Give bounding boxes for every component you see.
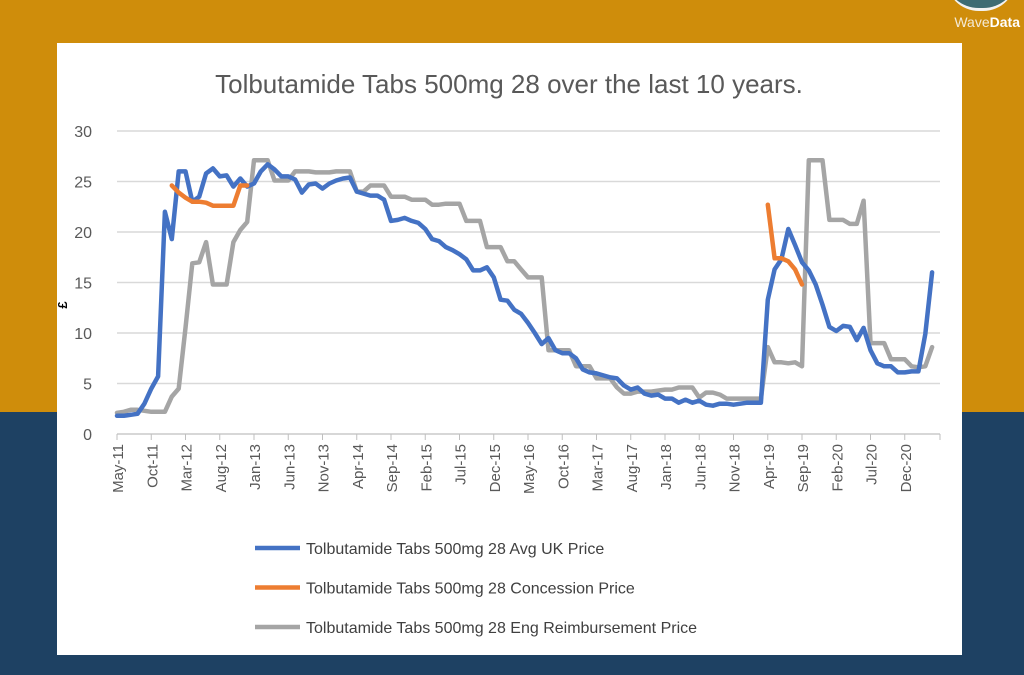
y-tick-label: 15 (74, 276, 92, 293)
x-tick-label: Nov-13 (316, 444, 333, 492)
x-tick-label: Sep-19 (795, 444, 812, 492)
x-tick-label: Mar-17 (590, 444, 607, 492)
x-tick-label: May-11 (110, 444, 127, 493)
x-tick-label: Apr-14 (350, 444, 367, 489)
x-tick-label: Oct-16 (555, 444, 572, 489)
legend-label: Tolbutamide Tabs 500mg 28 Avg UK Price (306, 541, 604, 558)
x-tick-label: Mar-12 (179, 444, 196, 492)
series-line-0 (114, 162, 935, 419)
x-tick-label: Sep-14 (384, 444, 401, 492)
x-tick-label: Jul-20 (864, 444, 881, 485)
x-tick-label: Aug-17 (624, 444, 641, 492)
y-tick-label: 0 (83, 427, 92, 444)
logo-wave-icon (946, 0, 1016, 11)
x-tick-label: Jun-18 (692, 444, 709, 490)
x-tick-label: Jan-13 (247, 444, 264, 490)
x-tick-label: Nov-18 (727, 444, 744, 492)
logo-text-bold: Data (989, 14, 1020, 30)
x-tick-label: Apr-19 (761, 444, 778, 489)
x-tick-label: Oct-11 (144, 444, 161, 488)
y-tick-label: 30 (74, 124, 92, 141)
x-tick-label: Jun-13 (281, 444, 298, 490)
x-tick-label: Jan-18 (658, 444, 675, 490)
x-tick-label: Jul-15 (453, 444, 470, 485)
line-chart: Tolbutamide Tabs 500mg 28 over the last … (57, 69, 941, 637)
x-tick-label: May-16 (521, 444, 538, 494)
x-tick-label: Dec-15 (487, 444, 504, 492)
x-tick-label: Feb-20 (829, 444, 846, 492)
y-tick-label: 25 (74, 175, 92, 192)
y-tick-label: 20 (74, 225, 92, 242)
y-tick-label: 10 (74, 326, 92, 343)
series-line-2 (114, 158, 935, 416)
series-line-1 (169, 183, 805, 287)
chart-card: Tolbutamide Tabs 500mg 28 over the last … (57, 43, 962, 655)
chart-title: Tolbutamide Tabs 500mg 28 over the last … (215, 69, 803, 99)
legend-label: Tolbutamide Tabs 500mg 28 Eng Reimbursem… (306, 620, 697, 637)
logo-text: WaveData (954, 14, 1020, 30)
x-tick-label: Feb-15 (418, 444, 435, 492)
logo-text-light: Wave (954, 14, 990, 30)
x-tick-label: Dec-20 (898, 444, 915, 492)
wavedata-logo: WaveData (944, 0, 1024, 40)
y-tick-label: 5 (83, 377, 92, 394)
legend-label: Tolbutamide Tabs 500mg 28 Concession Pri… (306, 581, 635, 598)
y-axis-label: £ (57, 301, 70, 309)
x-tick-label: Aug-12 (213, 444, 230, 492)
